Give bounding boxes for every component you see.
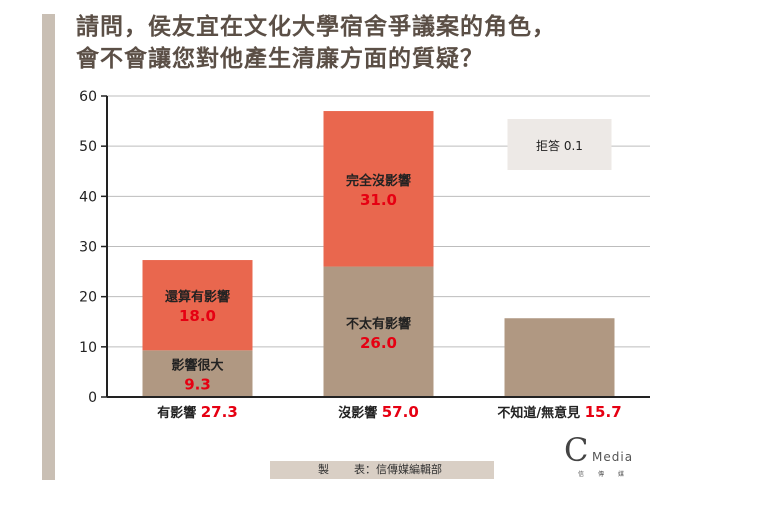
cmedia-logo: C Media 信傳媒 <box>562 432 652 480</box>
bar-segment-1-1 <box>323 111 434 267</box>
category-total-2: 15.7 <box>585 403 622 421</box>
y-tick-label-50: 50 <box>79 139 97 155</box>
segment-value-1-1: 31.0 <box>360 191 397 209</box>
segment-value-0-0: 9.3 <box>184 376 211 394</box>
category-label-0: 有影響 27.3 <box>157 403 238 421</box>
y-tick-label-20: 20 <box>79 290 97 306</box>
y-tick-label-30: 30 <box>79 240 97 256</box>
category-name-1: 沒影響 <box>338 405 382 421</box>
category-name-0: 有影響 <box>157 405 201 421</box>
y-tick-label-0: 0 <box>88 390 97 406</box>
segment-label-1-1: 完全沒影響 <box>346 173 411 189</box>
y-tick-label-60: 60 <box>79 89 97 105</box>
logo-wordmark: Media <box>592 450 634 464</box>
logo-subtitle: 信傳媒 <box>578 471 639 478</box>
credit-label-2: 表：信傳媒編輯部 <box>354 463 442 476</box>
segment-label-1-0: 不太有影響 <box>346 316 411 332</box>
bar-segment-0-0 <box>142 350 253 397</box>
logo-letter: C <box>564 431 589 469</box>
segment-label-0-1: 還算有影響 <box>165 289 230 305</box>
side-accent-bar <box>42 14 55 480</box>
y-tick-label-10: 10 <box>79 340 97 356</box>
y-tick-label-40: 40 <box>79 189 97 205</box>
category-total-1: 57.0 <box>382 403 419 421</box>
chart-title-line-1: 請問，侯友宜在文化大學宿舍爭議案的角色， <box>76 14 556 40</box>
category-label-1: 沒影響 57.0 <box>338 403 419 421</box>
category-label-2: 不知道/無意見 15.7 <box>497 403 621 421</box>
bar-segment-1-0 <box>323 266 434 397</box>
segment-value-1-0: 26.0 <box>360 334 397 352</box>
category-name-2: 不知道/無意見 <box>497 405 584 421</box>
segment-label-0-0: 影響很大 <box>171 358 223 374</box>
category-total-0: 27.3 <box>201 403 238 421</box>
bar-segment-2-0 <box>504 318 615 397</box>
segment-value-0-1: 18.0 <box>179 307 216 325</box>
bar-segment-0-1 <box>142 260 253 351</box>
chart-title: 請問，侯友宜在文化大學宿舍爭議案的角色， 會不會讓您對他產生清廉方面的質疑？ <box>76 11 556 75</box>
chart-title-line-2: 會不會讓您對他產生清廉方面的質疑？ <box>76 46 484 72</box>
refusal-box <box>507 119 612 170</box>
credit-label-1: 製 <box>318 463 329 476</box>
credit-bar: 製 表：信傳媒編輯部 <box>270 461 494 479</box>
refusal-label: 拒答 0.1 <box>536 138 583 153</box>
